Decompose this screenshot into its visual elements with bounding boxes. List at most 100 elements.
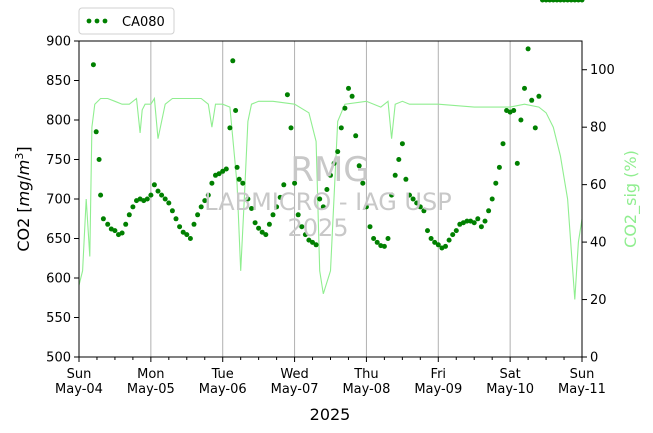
ca080-point [166, 200, 172, 206]
ca080-point [236, 176, 242, 182]
ca080-point [270, 212, 276, 218]
x-tick-label-date: May-04 [55, 382, 103, 397]
ca080-point [532, 125, 538, 131]
ca080-point [162, 196, 168, 202]
ca080-point [295, 212, 301, 218]
x-tick-label-date: May-06 [199, 382, 247, 397]
ca080-point [363, 204, 369, 210]
ca080-point [493, 180, 499, 186]
watermark-line3: 2025 [287, 214, 348, 242]
y-tick-label: 700 [46, 193, 71, 208]
ca080-point [392, 172, 398, 178]
ca080-point [349, 93, 355, 99]
ca080-point [353, 133, 359, 139]
x-tick-label-day: Wed [280, 367, 308, 382]
y-tick-label: 850 [46, 74, 71, 89]
co2-sig-series [78, 96, 583, 300]
y-tick-label: 750 [46, 153, 71, 168]
ca080-point [256, 225, 262, 231]
ca080-point [403, 176, 409, 182]
ca080-point [148, 192, 154, 198]
legend-box [78, 7, 175, 35]
x-tick-label-date: May-07 [271, 382, 319, 397]
ca080-point [169, 208, 175, 214]
ca080-point [471, 220, 477, 226]
ca080-point [184, 232, 190, 238]
ca080-point [98, 192, 104, 198]
ca080-point [155, 188, 161, 194]
ca080-point [220, 168, 226, 174]
ca080-point [475, 216, 481, 222]
ca080-point [313, 242, 319, 248]
x-tick-label-day: Sat [499, 367, 520, 382]
ca080-point [266, 221, 272, 227]
ca080-point [579, 0, 585, 3]
ca080-point [464, 218, 470, 224]
ca080-point [356, 163, 362, 169]
y-tick-label: 900 [46, 35, 71, 50]
ca080-point [292, 180, 298, 186]
ca080-point [288, 125, 294, 131]
ca080-point [421, 208, 427, 214]
ca080-point [435, 242, 441, 248]
ca080-point [302, 232, 308, 238]
legend-dot [86, 18, 92, 24]
watermark: RMG LABMICRO - IAG USP 2025 [204, 150, 451, 242]
ca080-point [112, 228, 118, 234]
co2-sig-line [78, 96, 583, 300]
ca080-point [195, 212, 201, 218]
x-tick-label-day: Sun [570, 367, 595, 382]
ca080-point [299, 224, 305, 230]
ca080-point [227, 125, 233, 131]
legend-dot [102, 18, 108, 24]
x-tick-label-date: May-10 [486, 382, 534, 397]
ca080-point [371, 236, 377, 241]
y2-tick-label: 80 [590, 121, 607, 136]
ca080-point [317, 196, 323, 202]
ca080-point [90, 62, 96, 68]
x-tick-label-day: Fri [431, 367, 447, 382]
ca080-point [252, 220, 258, 226]
ca080-series [90, 0, 585, 251]
ca080-point [536, 93, 542, 99]
x-tick-label-day: Thu [353, 367, 378, 382]
ca080-point [338, 125, 344, 131]
ca080-point [396, 157, 402, 162]
ca080-point [385, 236, 391, 241]
ca080-point [249, 206, 254, 211]
y-axis-label: CO2 [mg/m3] [13, 146, 33, 251]
ca080-point [320, 204, 326, 210]
ca080-point [284, 92, 290, 98]
ca080-point [173, 216, 179, 222]
ca080-point [209, 180, 215, 186]
ca080-point [281, 182, 287, 188]
y-tick-label: 800 [46, 114, 71, 129]
ca080-point [130, 204, 136, 210]
x-axis-label: 2025 [310, 405, 351, 424]
ca080-point [360, 180, 366, 186]
ca080-point [453, 228, 459, 234]
ca080-point [425, 228, 430, 234]
axes: SunMay-04MonMay-05TueMay-06WedMay-07ThuM… [46, 35, 615, 398]
ca080-point [450, 232, 456, 238]
legend: CA080 [78, 7, 175, 35]
ca080-point [381, 243, 387, 249]
ca080-point [198, 204, 204, 210]
ca080-point [518, 117, 524, 123]
ca080-point [511, 108, 517, 113]
ca080-point [482, 218, 488, 224]
ca080-point [324, 187, 330, 192]
ca080-point [514, 160, 520, 166]
ca080-point [310, 239, 315, 245]
ca080-point [216, 171, 222, 177]
ca080-point [223, 166, 229, 172]
ca080-point [105, 221, 111, 227]
x-tick-label-date: May-08 [342, 382, 390, 397]
ca080-point [342, 105, 348, 111]
ca080-point [367, 224, 373, 230]
legend-dot [94, 18, 100, 24]
ca080-point [443, 243, 448, 249]
x-tick-label-date: May-09 [414, 382, 462, 397]
ca080-point [407, 192, 412, 198]
ca080-point [414, 200, 420, 206]
